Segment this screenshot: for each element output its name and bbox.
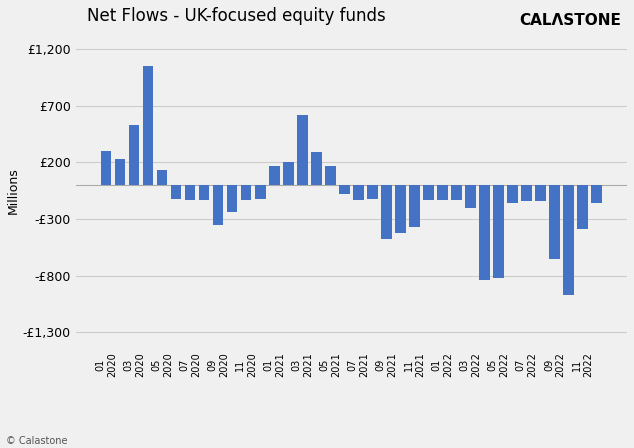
Bar [424, 185, 434, 200]
Bar [283, 163, 294, 185]
Bar [367, 185, 378, 198]
Bar [269, 166, 280, 185]
Text: Net Flows - UK-focused equity funds: Net Flows - UK-focused equity funds [87, 7, 385, 25]
Bar [381, 185, 392, 240]
Bar [339, 185, 349, 194]
Bar [199, 185, 209, 200]
Bar [241, 185, 252, 200]
Text: CALΛSTONE: CALΛSTONE [519, 13, 621, 28]
Bar [550, 185, 560, 259]
Bar [592, 185, 602, 203]
Bar [101, 151, 112, 185]
Bar [437, 185, 448, 200]
Y-axis label: Millions: Millions [7, 168, 20, 214]
Bar [493, 185, 504, 278]
Bar [129, 125, 139, 185]
Bar [297, 115, 307, 185]
Bar [255, 185, 266, 198]
Bar [227, 185, 238, 212]
Bar [171, 185, 181, 198]
Bar [115, 159, 126, 185]
Bar [185, 185, 195, 200]
Bar [535, 185, 546, 201]
Bar [143, 66, 153, 185]
Bar [353, 185, 364, 200]
Bar [311, 152, 321, 185]
Bar [451, 185, 462, 200]
Bar [479, 185, 490, 280]
Bar [507, 185, 518, 203]
Bar [521, 185, 532, 201]
Bar [409, 185, 420, 227]
Bar [564, 185, 574, 295]
Bar [395, 185, 406, 233]
Bar [325, 166, 335, 185]
Bar [465, 185, 476, 208]
Text: © Calastone: © Calastone [6, 436, 68, 446]
Bar [157, 170, 167, 185]
Bar [578, 185, 588, 229]
Bar [213, 185, 223, 225]
